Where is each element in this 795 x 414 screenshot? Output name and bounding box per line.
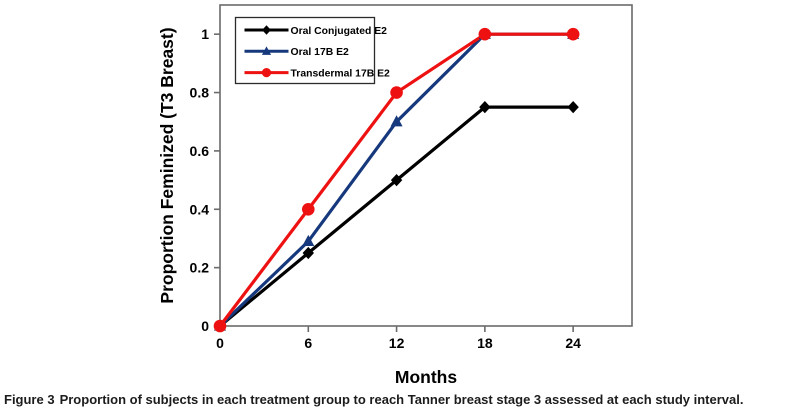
legend-item-label: Oral 17B E2 xyxy=(291,47,350,58)
y-tick-label: 0.2 xyxy=(190,260,210,276)
data-point-circle xyxy=(213,319,227,333)
x-tick-label: 18 xyxy=(477,335,493,351)
x-axis-title: Months xyxy=(395,367,457,387)
y-tick-label: 0 xyxy=(201,318,209,334)
figure-caption: Figure 3 Proportion of subjects in each t… xyxy=(4,392,792,408)
y-tick-label: 0.8 xyxy=(190,85,210,101)
data-point-circle xyxy=(390,86,403,99)
x-tick-label: 12 xyxy=(389,335,405,351)
y-axis-title: Proportion Feminized (T3 Breast) xyxy=(157,27,177,303)
data-point-triangle xyxy=(302,234,315,247)
legend-item-label: Transdermal 17B E2 xyxy=(291,68,391,79)
y-tick-label: 1 xyxy=(201,26,209,42)
legend-marker-circle xyxy=(261,68,272,78)
chart-canvas: 0 6 12 18 24 0 0.2 0.4 0.6 0.8 1 Months Proportion F… xyxy=(157,4,633,387)
data-point-diamond xyxy=(302,246,314,260)
y-tick-label: 0.6 xyxy=(190,143,210,159)
x-tick-label: 24 xyxy=(565,335,581,351)
figure-caption-label: Figure 3 xyxy=(4,392,55,407)
legend-marker-diamond xyxy=(262,25,271,35)
x-tick-label: 6 xyxy=(304,335,312,351)
data-point-diamond xyxy=(567,101,579,114)
x-tick-label: 0 xyxy=(216,335,224,351)
data-point-circle xyxy=(566,27,580,41)
legend-item-label: Oral Conjugated E2 xyxy=(291,26,388,37)
data-point-circle xyxy=(301,202,315,216)
y-tick-label: 0.4 xyxy=(190,201,210,217)
figure-caption-text: Proportion of subjects in each treatment… xyxy=(59,392,744,407)
data-point-triangle xyxy=(390,115,403,127)
legend-marker-triangle xyxy=(261,46,272,55)
data-point-diamond xyxy=(479,101,491,114)
data-point-circle xyxy=(478,27,492,41)
data-point-diamond xyxy=(390,173,403,187)
